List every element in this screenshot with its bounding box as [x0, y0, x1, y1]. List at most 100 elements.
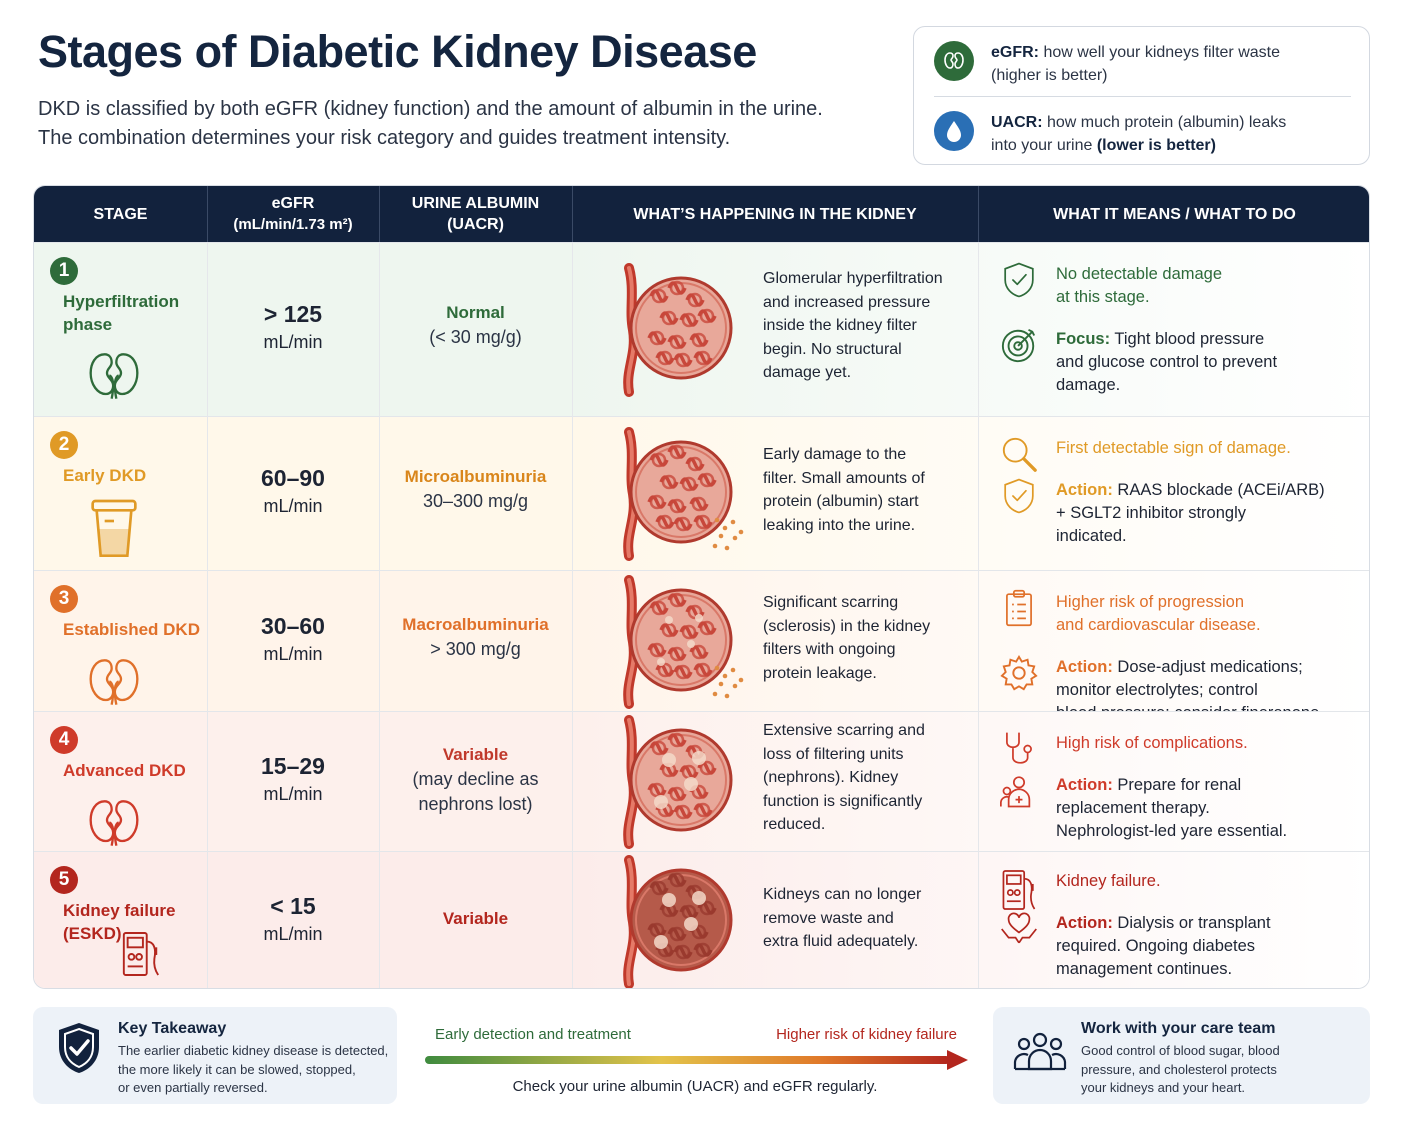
care-team-icon: [1013, 1029, 1067, 1078]
egfr-cell: > 125 mL/min: [207, 300, 379, 356]
shield-check-icon: [1000, 477, 1038, 520]
heart-hands-icon: [1000, 910, 1038, 953]
kidney-description: Glomerular hyperfiltration and increased …: [763, 270, 943, 381]
stethoscope-icon: [1000, 730, 1038, 773]
legend-divider: [934, 96, 1351, 97]
legend-text: how much protein (albumin) leaks: [1042, 114, 1287, 131]
droplet-icon: [934, 111, 974, 151]
albumin-label: Macroalbuminuria: [402, 615, 549, 634]
subtitle-line: The combination determines your risk cat…: [38, 127, 731, 149]
kidney-description: Kidneys can no longer remove waste and ext…: [763, 886, 922, 950]
legend-text: (higher is better): [991, 67, 1108, 84]
albumin-range: (< 30 mg/g): [429, 327, 522, 347]
stage-name: Early DKD: [63, 466, 147, 485]
magnifier-icon: [1000, 435, 1038, 478]
kidney-illustration: [599, 260, 749, 405]
gradient-caption: Check your urine albumin (UACR) and eGFR…: [512, 1078, 878, 1095]
what-it-means: Higher risk of progression and cardiovasc…: [1056, 593, 1261, 634]
legend-text: into your urine: [991, 137, 1097, 154]
what-to-do: Action: RAAS blockade (ACEi/ARB) + SGLT2 …: [1056, 481, 1325, 545]
legend-box: eGFR: how well your kidneys filter waste…: [913, 26, 1370, 165]
legend-term: UACR:: [991, 114, 1043, 131]
kidney-icon: [86, 651, 142, 712]
dialysis-machine-icon: [1000, 868, 1038, 917]
albumin-cell: Variable: [379, 906, 572, 931]
kidney-description: Significant scarring (sclerosis) in the k…: [763, 594, 931, 682]
care-team-body: Good control of blood sugar, blood press…: [1081, 1043, 1280, 1095]
gear-icon: [1000, 654, 1038, 697]
takeaway-body: The earlier diabetic kidney disease is d…: [118, 1043, 389, 1095]
takeaway-title: Key Takeaway: [118, 1020, 227, 1037]
egfr-value: 15–29: [261, 753, 325, 779]
albumin-cell: Variable (may decline as nephrons lost): [379, 742, 572, 817]
table-header: STAGE eGFR (mL/min/1.73 m²) URINE ALBUMIN…: [34, 186, 1369, 242]
dialysis-machine-icon: [120, 930, 162, 983]
albumin-range: nephrons lost): [418, 794, 533, 814]
kidney-illustration: [599, 572, 749, 717]
albumin-cell: Normal (< 30 mg/g): [379, 300, 572, 350]
egfr-unit: mL/min: [263, 644, 323, 664]
kidney-icon: [86, 345, 142, 406]
stage-name: Kidney failure (ESKD): [63, 901, 176, 943]
egfr-cell: < 15 mL/min: [207, 892, 379, 948]
column-header-kidney: WHAT’S HAPPENING IN THE KIDNEY: [633, 205, 917, 223]
shield-check-icon: [1000, 261, 1038, 304]
stage-number-badge: 2: [50, 431, 78, 459]
what-it-means: High risk of complications.: [1056, 734, 1248, 752]
column-header-means: WHAT IT MEANS / WHAT TO DO: [1053, 205, 1296, 223]
albumin-label: Variable: [442, 745, 509, 764]
legend-uacr: UACR: how much protein (albumin) leaks i…: [934, 111, 1354, 157]
gradient-arrow: [425, 1049, 970, 1076]
albumin-range: (may decline as: [412, 769, 539, 789]
kidney-icon: [86, 792, 142, 853]
stage-number-badge: 5: [50, 866, 78, 894]
egfr-value: 30–60: [261, 613, 325, 639]
stage-number-badge: 1: [50, 257, 78, 285]
table-row: 2 Early DKD 60–90 mL/min Microalbuminuri…: [34, 416, 1369, 570]
stages-table: STAGE eGFR (mL/min/1.73 m²) URINE ALBUMIN…: [33, 185, 1370, 989]
column-header-albumin: URINE ALBUMIN (UACR): [411, 195, 540, 233]
key-takeaway-box: Key Takeaway The earlier diabetic kidney…: [33, 1007, 397, 1104]
stage-name: Hyperfiltration phase: [63, 292, 180, 334]
what-to-do: Action: Dialysis or transplant required. …: [1056, 914, 1271, 978]
legend-term: eGFR:: [991, 44, 1039, 61]
table-row: 3 Established DKD 30–60 mL/min Macroalbu…: [34, 570, 1369, 722]
stage-number-badge: 3: [50, 585, 78, 613]
stage-name: Advanced DKD: [63, 761, 186, 780]
shield-check-icon: [55, 1021, 103, 1080]
table-row: 1 Hyperfiltration phase > 125 mL/min Nor…: [34, 242, 1369, 416]
care-team-icon: [1000, 772, 1038, 815]
clipboard-icon: [1000, 589, 1038, 632]
what-to-do: Action: Prepare for renal replacement the…: [1056, 776, 1288, 840]
albumin-cell: Macroalbuminuria > 300 mg/g: [379, 612, 572, 662]
egfr-value: < 15: [270, 893, 316, 919]
kidney-description: Extensive scarring and loss of filtering …: [763, 722, 925, 833]
care-team-box: Work with your care team Good control of…: [993, 1007, 1370, 1104]
egfr-cell: 60–90 mL/min: [207, 464, 379, 520]
care-team-title: Work with your care team: [1081, 1020, 1276, 1037]
albumin-range: > 300 mg/g: [430, 639, 521, 659]
target-icon: [1000, 326, 1038, 369]
egfr-unit: mL/min: [263, 924, 323, 944]
what-to-do: Focus: Tight blood pressure and glucose c…: [1056, 330, 1278, 394]
egfr-cell: 15–29 mL/min: [207, 752, 379, 808]
what-it-means: Kidney failure.: [1056, 872, 1161, 890]
albumin-label: Microalbuminuria: [404, 467, 547, 486]
what-it-means: First detectable sign of damage.: [1056, 439, 1291, 457]
gradient-left-label: Early detection and treatment: [435, 1026, 631, 1043]
legend-text: how well your kidneys filter waste: [1039, 44, 1280, 61]
column-header-egfr: eGFR (mL/min/1.73 m²): [233, 195, 353, 233]
what-it-means: No detectable damage at this stage.: [1056, 265, 1223, 306]
page-title: Stages of Diabetic Kidney Disease: [38, 26, 757, 77]
egfr-unit: mL/min: [263, 332, 323, 352]
urine-cup-icon: [86, 497, 142, 566]
egfr-value: > 125: [263, 301, 323, 327]
page-subtitle: DKD is classified by both eGFR (kidney f…: [38, 95, 898, 153]
kidney-illustration: [599, 852, 749, 988]
albumin-cell: Microalbuminuria 30–300 mg/g: [379, 464, 572, 514]
kidney-illustration: [599, 712, 749, 857]
egfr-cell: 30–60 mL/min: [207, 612, 379, 668]
kidney-description: Early damage to the filter. Small amounts…: [763, 446, 925, 534]
egfr-unit: mL/min: [263, 496, 323, 516]
table-row: 5 Kidney failure (ESKD) < 15 mL/min Vari…: [34, 851, 1369, 988]
